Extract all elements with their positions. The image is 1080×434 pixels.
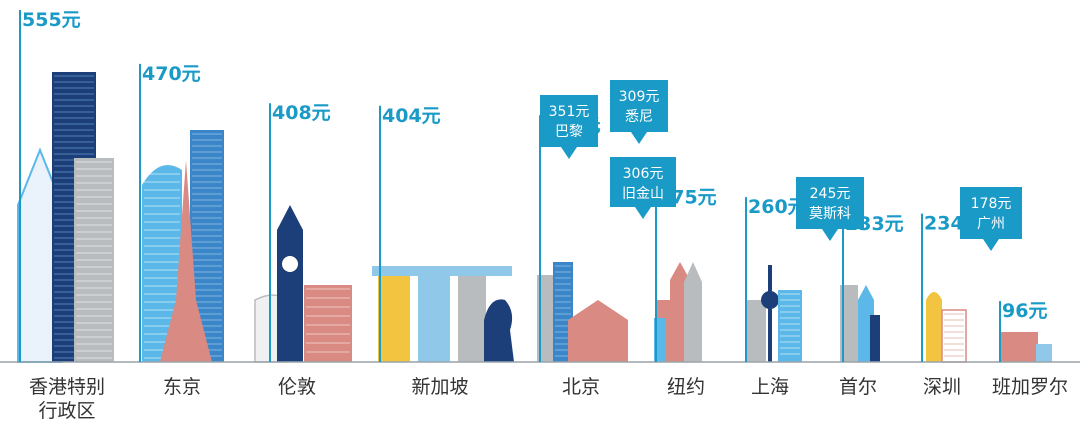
big-ben-clock (282, 256, 298, 272)
callout-box (610, 80, 668, 144)
callout-city: 广州 (977, 216, 1005, 232)
oriental-pearl-sphere (761, 291, 779, 309)
marina-bay-skypark (372, 266, 512, 276)
value-label: 470元 (142, 63, 201, 85)
value-label: 260元 (748, 196, 807, 218)
seoul-building-3 (870, 315, 880, 362)
callout-box (796, 177, 864, 241)
shanghai-building-1 (746, 300, 766, 362)
value-label: 408元 (272, 102, 331, 124)
seoul-building-1 (840, 285, 858, 362)
marina-bay-tower-2 (418, 276, 450, 362)
chrysler (684, 262, 702, 362)
callout-value: 351元 (549, 104, 590, 120)
tokyo-tower (160, 160, 212, 362)
city-label: 深圳 (923, 376, 961, 398)
city-label: 东京 (163, 376, 201, 398)
london-parliament (304, 285, 352, 362)
bangalore-palace (1000, 332, 1038, 362)
tiananmen-gate (568, 300, 628, 362)
value-markers: 555元470元408元404元389元275元260元233元234元96元 (19, 9, 1047, 362)
bangalore-building (1036, 344, 1052, 362)
callout-city: 巴黎 (555, 124, 583, 140)
callout-value: 245元 (810, 186, 851, 202)
big-ben (277, 205, 303, 362)
city-label: 上海 (751, 376, 789, 398)
city-label: 北京 (562, 376, 600, 398)
merlion (484, 299, 514, 362)
callout-box (540, 95, 598, 159)
value-label: 96元 (1002, 300, 1047, 322)
callout-city: 旧金山 (622, 186, 664, 202)
city-label: 伦敦 (278, 376, 316, 398)
callout-box (960, 187, 1022, 251)
city-label: 行政区 (38, 400, 95, 422)
skyline-illustrations (17, 72, 1052, 363)
callout-box (610, 157, 676, 219)
shenzhen-building (941, 309, 967, 363)
callout-value: 178元 (971, 196, 1012, 212)
callout-city: 莫斯科 (809, 206, 851, 222)
marina-bay-tower-1 (378, 276, 410, 362)
value-label: 404元 (382, 105, 441, 127)
callout-city: 悉尼 (625, 109, 653, 125)
callout-value: 306元 (623, 166, 664, 182)
city-label: 首尔 (839, 376, 877, 398)
marina-bay-tower-3 (458, 276, 486, 362)
city-label: 纽约 (667, 376, 705, 398)
city-label: 香港特别 (29, 376, 105, 398)
city-label: 新加坡 (411, 376, 468, 398)
shanghai-tower (778, 290, 802, 362)
callout-value: 309元 (619, 89, 660, 105)
city-label: 班加罗尔 (992, 376, 1068, 398)
shenzhen-tower (926, 292, 942, 362)
value-label: 555元 (22, 9, 81, 31)
